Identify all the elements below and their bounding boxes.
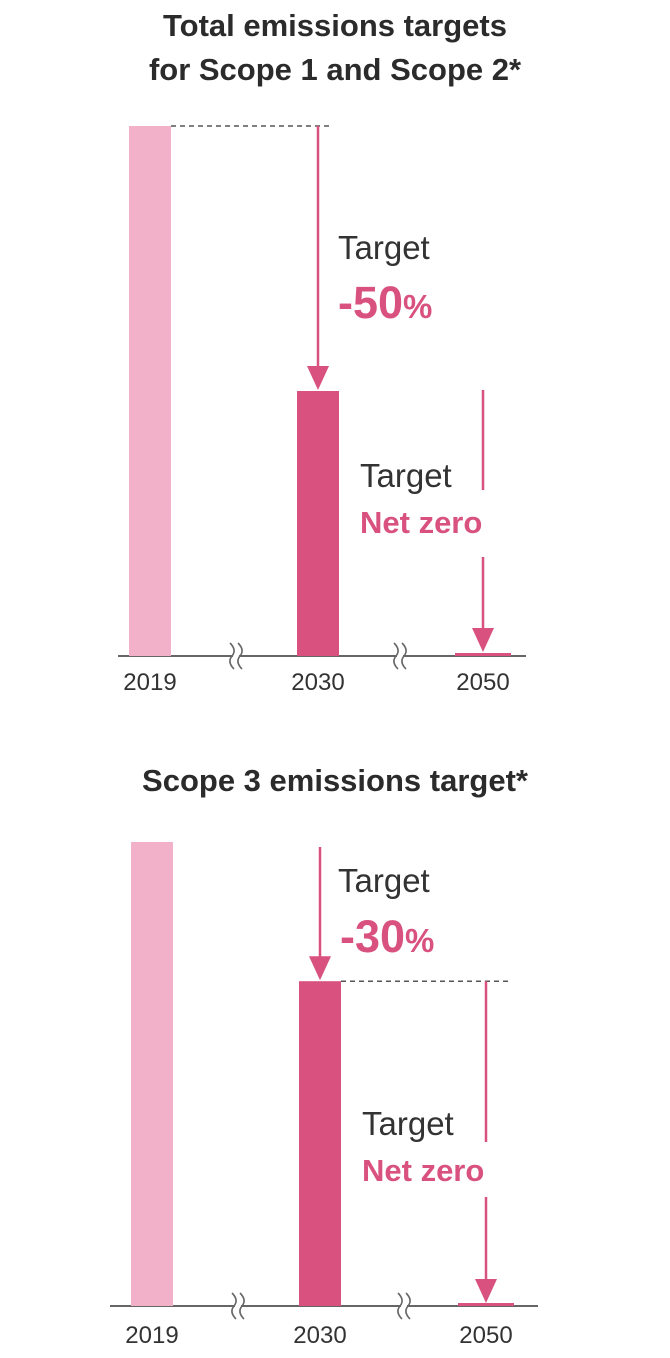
tick-label-2019: 2019 <box>123 669 176 696</box>
bar-2019 <box>131 842 173 1306</box>
target-label: Target <box>362 1105 454 1142</box>
axis-break-icon <box>393 642 407 670</box>
chart-title: Total emissions targets for Scope 1 and … <box>0 4 670 92</box>
axis-break-icon <box>231 1292 245 1320</box>
tick-label-2030: 2030 <box>291 669 344 696</box>
net-zero-label: Net zero <box>362 1153 484 1188</box>
bar-2050 <box>458 1303 514 1306</box>
target-value: -50% <box>338 277 432 328</box>
axis-break-icon <box>397 1292 411 1320</box>
reduction-arrow-2030 <box>309 847 331 981</box>
chart-plot: 2019 2030 2050 Target -30% Target Net zero <box>110 842 538 1349</box>
scope-3-chart: Scope 3 emissions target* 2019 2030 2050 Ta… <box>0 705 670 1358</box>
chart-title-line-1: Scope 3 emissions target* <box>142 763 528 798</box>
axis-break-icon <box>229 642 243 670</box>
bar-2030 <box>297 391 339 656</box>
net-zero-label: Net zero <box>360 505 482 540</box>
scope-1-2-chart: Total emissions targets for Scope 1 and … <box>0 4 670 696</box>
target-label: Target <box>338 862 430 899</box>
chart-title-line-1: Total emissions targets <box>163 8 507 43</box>
chart-title-line-2: for Scope 1 and Scope 2* <box>148 52 522 87</box>
target-label: Target <box>360 457 452 494</box>
chart-plot: 2019 2030 2050 Target -50% Target Net zero <box>118 125 526 696</box>
bar-2050 <box>455 653 511 656</box>
target-label: Target <box>338 229 430 266</box>
tick-label-2050: 2050 <box>459 1322 512 1349</box>
net-zero-arrow-2050 <box>475 1197 497 1303</box>
tick-label-2019: 2019 <box>125 1322 178 1349</box>
chart-title: Scope 3 emissions target* <box>0 759 670 803</box>
bar-2019 <box>129 126 171 656</box>
bar-2030 <box>299 981 341 1306</box>
net-zero-arrow-2050 <box>472 557 494 652</box>
tick-label-2030: 2030 <box>293 1322 346 1349</box>
target-value: -30% <box>340 911 434 962</box>
tick-label-2050: 2050 <box>456 669 509 696</box>
reduction-arrow-2030 <box>307 126 329 390</box>
